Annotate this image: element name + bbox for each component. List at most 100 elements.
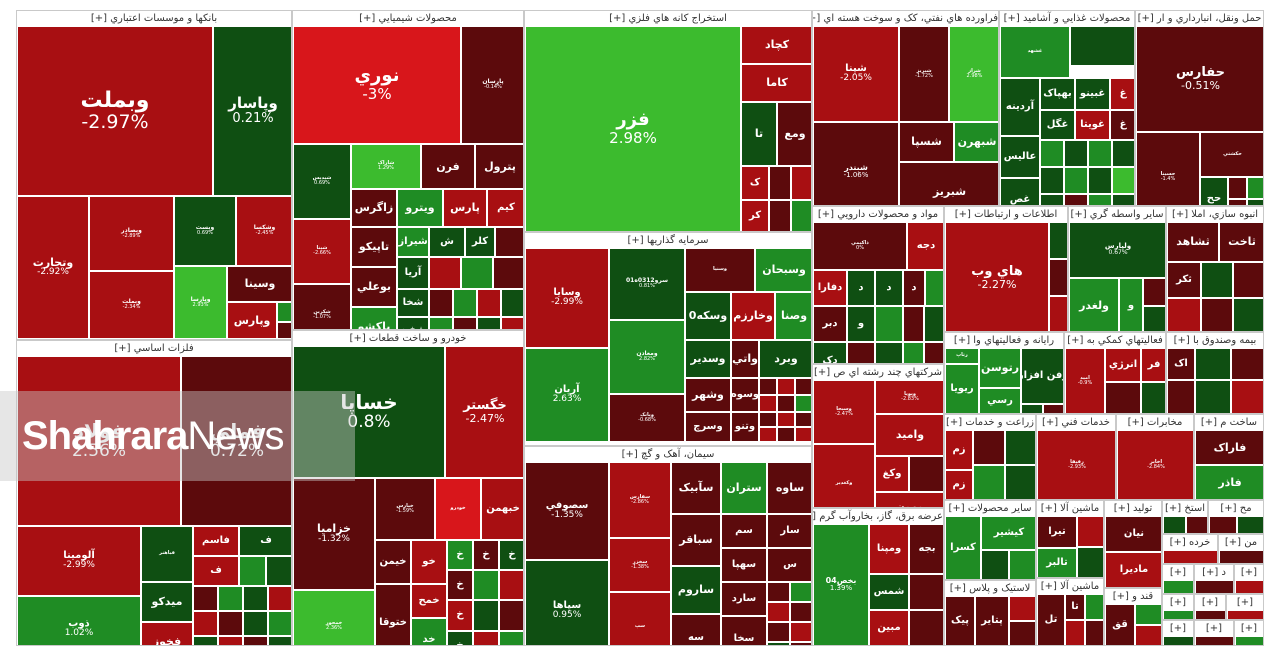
stock-tile[interactable]: [795, 378, 811, 395]
stock-tile[interactable]: ثکر: [1167, 262, 1201, 298]
stock-tile[interactable]: [795, 427, 811, 442]
stock-tile[interactable]: وبملت -2.34%: [89, 271, 174, 339]
sector-title[interactable]: سرمايه گذاريها [+]: [525, 233, 811, 248]
stock-tile[interactable]: [1070, 26, 1134, 66]
sector-11[interactable]: اطلاعات و ارتباطات [+] هاي وب -2.27%: [944, 206, 1068, 332]
stock-tile[interactable]: سباقر: [671, 514, 721, 566]
stock-tile[interactable]: بهپاک: [1040, 78, 1075, 110]
stock-tile[interactable]: وسدير: [685, 340, 731, 378]
stock-tile[interactable]: آريا: [397, 257, 429, 289]
stock-tile[interactable]: وسايا -2.99%: [525, 248, 609, 348]
sector-title[interactable]: حمل ونقل، انبارداري و ار [+]: [1136, 11, 1263, 26]
stock-tile[interactable]: [790, 582, 811, 602]
stock-tile[interactable]: ومعادن 2.82%: [609, 320, 685, 394]
stock-tile[interactable]: خساپا 0.8%: [293, 346, 445, 478]
stock-tile[interactable]: [1065, 620, 1085, 645]
stock-tile[interactable]: [1088, 167, 1112, 194]
stock-tile[interactable]: [501, 317, 523, 329]
stock-tile[interactable]: پاکشو: [351, 307, 397, 329]
stock-tile[interactable]: وبصادر -2.89%: [89, 196, 174, 271]
stock-tile[interactable]: کاما: [741, 64, 811, 102]
stock-tile[interactable]: خد: [411, 618, 447, 645]
stock-tile[interactable]: سپ: [609, 592, 671, 645]
sector-35[interactable]: [+]: [1234, 564, 1264, 594]
stock-tile[interactable]: و: [1119, 278, 1143, 331]
stock-tile[interactable]: پترول: [475, 144, 523, 189]
sector-27[interactable]: تولید [+] نيان ماديرا: [1104, 500, 1162, 588]
stock-tile[interactable]: ف: [239, 526, 291, 556]
stock-tile[interactable]: وبملت -2.97%: [17, 26, 213, 196]
stock-tile[interactable]: [1195, 348, 1231, 380]
stock-tile[interactable]: وخارزم: [731, 292, 775, 340]
sector-title[interactable]: [+]: [1195, 595, 1225, 610]
stock-tile[interactable]: شفن: [397, 317, 429, 329]
sector-title[interactable]: [+]: [1163, 595, 1193, 610]
sector-title[interactable]: فلزات اساسي [+]: [17, 341, 291, 356]
stock-tile[interactable]: [981, 550, 1009, 579]
sector-14[interactable]: شرکتهاي چند رشته اي ص [+] وسبحا -2.47% وپوي…: [812, 364, 944, 508]
stock-tile[interactable]: [453, 289, 477, 317]
stock-tile[interactable]: ختوقا: [375, 584, 411, 645]
stock-tile[interactable]: [1247, 177, 1263, 199]
stock-tile[interactable]: سخزر -1.38%: [609, 538, 671, 592]
stock-tile[interactable]: وبست 0.69%: [174, 196, 236, 266]
stock-tile[interactable]: [1163, 516, 1186, 533]
sector-title[interactable]: مواد و محصولات دارويي [+]: [813, 207, 943, 222]
stock-tile[interactable]: آردينه: [1000, 78, 1040, 136]
stock-tile[interactable]: ثاخت: [1219, 222, 1263, 262]
stock-tile[interactable]: [777, 378, 795, 395]
sector-title[interactable]: ساير محصولات [+]: [945, 501, 1035, 516]
sector-5[interactable]: حمل ونقل، انبارداري و ار [+] حفارس -0.51% ح…: [1135, 10, 1264, 206]
stock-tile[interactable]: [791, 200, 811, 231]
sector-9[interactable]: سيمان، آهک و گچ [+] سصوفي -1.35% سفارس -2.86…: [524, 446, 812, 646]
stock-tile[interactable]: وبرد: [759, 340, 811, 378]
stock-tile[interactable]: حفارس -0.51%: [1136, 26, 1263, 132]
stock-tile[interactable]: [790, 622, 811, 642]
stock-tile[interactable]: [1247, 199, 1263, 205]
stock-tile[interactable]: وصنا: [775, 292, 811, 340]
stock-tile[interactable]: سآبيک: [671, 462, 721, 514]
stock-tile[interactable]: [1085, 620, 1103, 645]
stock-tile[interactable]: ولغدر: [1069, 278, 1119, 331]
stock-tile[interactable]: [1163, 636, 1193, 645]
sector-26[interactable]: ماشين آلا [+] تل تا: [1036, 578, 1104, 646]
stock-tile[interactable]: [791, 166, 811, 200]
stock-tile[interactable]: [1005, 465, 1035, 499]
stock-tile[interactable]: کر: [741, 200, 769, 231]
stock-tile[interactable]: [1112, 194, 1134, 205]
stock-tile[interactable]: [1201, 298, 1233, 331]
sector-title[interactable]: محصولات غذايي و آشاميد [+]: [1000, 11, 1134, 26]
stock-tile[interactable]: تالبر: [1037, 548, 1077, 577]
stock-tile[interactable]: زاگرس: [351, 189, 397, 227]
stock-tile[interactable]: اک: [1167, 348, 1195, 380]
sector-title[interactable]: اطلاعات و ارتباطات [+]: [945, 207, 1067, 222]
sector-title[interactable]: بيمه وصندوق با [+]: [1167, 333, 1263, 348]
stock-tile[interactable]: [1235, 580, 1263, 593]
stock-tile[interactable]: د: [875, 270, 903, 306]
sector-28[interactable]: قند و [+] قق: [1104, 588, 1162, 646]
stock-tile[interactable]: [473, 570, 499, 600]
sector-title[interactable]: ساخت م [+]: [1195, 415, 1263, 430]
stock-tile[interactable]: فخوز: [141, 622, 193, 645]
stock-tile[interactable]: سم: [721, 514, 767, 548]
sector-title[interactable]: من [+]: [1219, 535, 1263, 550]
stock-tile[interactable]: نيان: [1105, 516, 1161, 552]
stock-tile[interactable]: شپنا -2.66%: [293, 219, 351, 284]
stock-tile[interactable]: کسرا: [945, 516, 981, 579]
stock-tile[interactable]: [239, 556, 266, 586]
stock-tile[interactable]: وسرچ: [685, 412, 731, 442]
stock-tile[interactable]: سه: [671, 614, 721, 645]
stock-tile[interactable]: [1143, 306, 1165, 331]
stock-tile[interactable]: فاراک: [1195, 430, 1263, 465]
stock-tile[interactable]: غبينو: [1075, 78, 1110, 110]
stock-tile[interactable]: [769, 200, 791, 231]
sector-31[interactable]: خرده [+]: [1162, 534, 1218, 564]
stock-tile[interactable]: سفارس -2.86%: [609, 462, 671, 538]
sector-20[interactable]: مخابرات [+] اخابر -2.84%: [1116, 414, 1194, 500]
stock-tile[interactable]: خ: [499, 540, 523, 570]
stock-tile[interactable]: شبندر -1.06%: [813, 122, 899, 205]
stock-tile[interactable]: ش: [429, 227, 465, 257]
stock-tile[interactable]: خبهمن: [481, 478, 523, 540]
stock-tile[interactable]: [473, 600, 499, 631]
stock-tile[interactable]: بوعلي: [351, 267, 397, 307]
